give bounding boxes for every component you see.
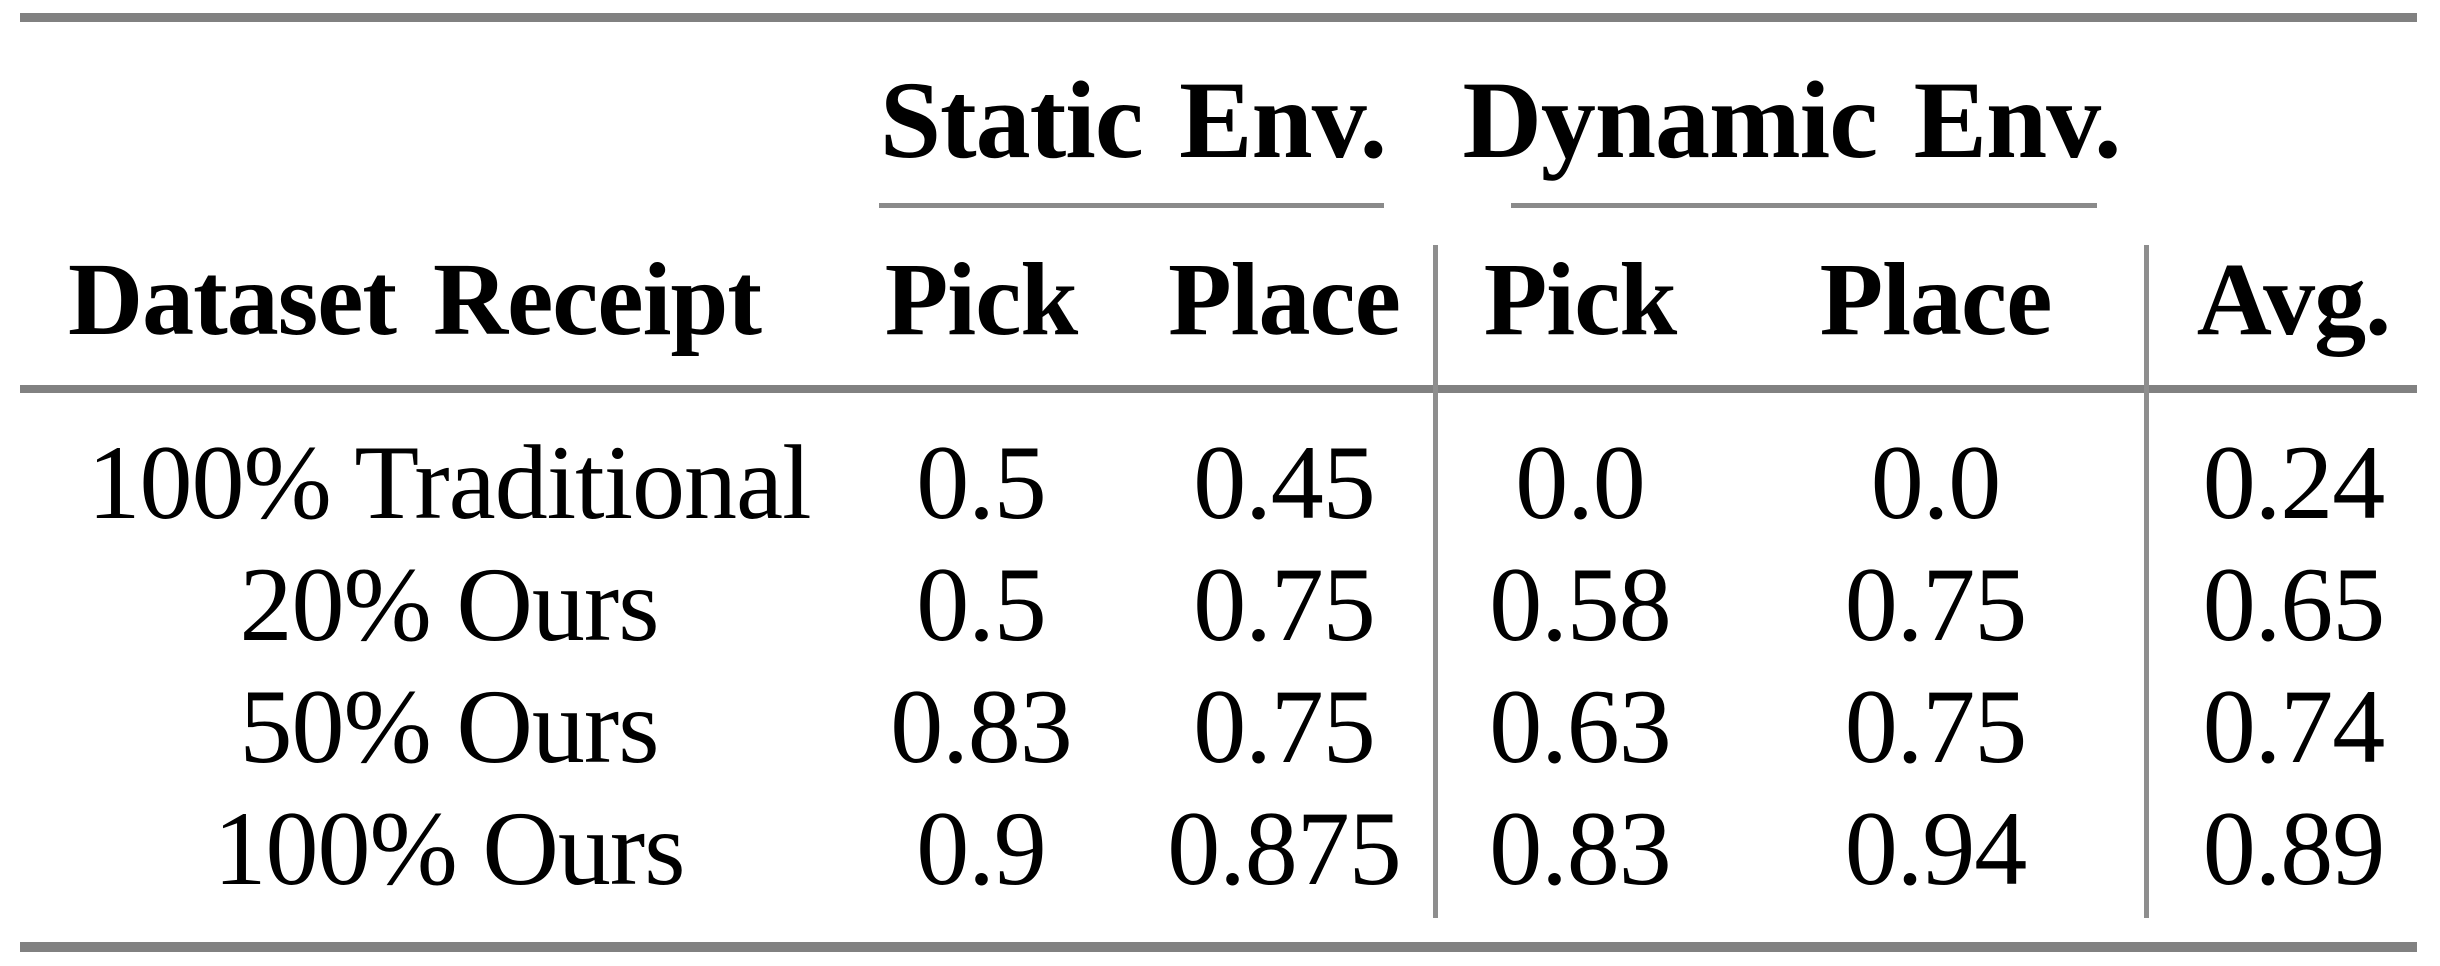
column-header-row: Dataset Receipt Pick Place Pick Place Av…	[20, 215, 2440, 385]
cell-static-pick: 0.83	[890, 668, 1073, 785]
group-header-static-env: Static Env.	[879, 59, 1387, 181]
column-header-static-place: Place	[1168, 242, 1401, 357]
cell-dynamic-pick: 0.63	[1489, 668, 1672, 785]
row-label: 100% Ours	[213, 790, 686, 907]
cell-static-pick: 0.5	[916, 546, 1047, 663]
cell-dynamic-place: 0.75	[1844, 546, 2028, 663]
row-label: 50% Ours	[239, 668, 660, 785]
cell-avg: 0.74	[2202, 668, 2386, 785]
group-header-row: Static Env. Dynamic Env.	[20, 40, 2440, 200]
row-label: 100% Traditional	[87, 424, 811, 541]
cell-avg: 0.65	[2202, 546, 2386, 663]
column-header-avg: Avg.	[2196, 242, 2391, 357]
dynamic-env-cmidrule	[1511, 203, 2097, 208]
cell-dynamic-place: 0.0	[1870, 424, 2002, 541]
row-label: 20% Ours	[239, 546, 660, 663]
cell-dynamic-pick: 0.0	[1515, 424, 1646, 541]
cell-static-place: 0.75	[1193, 668, 1376, 785]
cell-static-place: 0.45	[1193, 424, 1376, 541]
cell-static-pick: 0.9	[916, 790, 1047, 907]
cell-dynamic-pick: 0.58	[1489, 546, 1672, 663]
column-header-dynamic-place: Place	[1819, 242, 2053, 357]
bottom-rule	[20, 942, 2417, 952]
cell-dynamic-place: 0.75	[1844, 668, 2028, 785]
cell-static-pick: 0.5	[916, 424, 1047, 541]
top-rule	[20, 13, 2417, 22]
vertical-separator-static-dynamic	[1433, 245, 1438, 918]
cell-static-place: 0.875	[1167, 790, 1402, 907]
cell-avg: 0.89	[2202, 790, 2386, 907]
cell-dynamic-place: 0.94	[1844, 790, 2028, 907]
static-env-cmidrule	[879, 203, 1384, 208]
table-body: 100% Traditional 0.5 0.45 0.0 0.0 0.24 2…	[20, 422, 2440, 910]
cell-static-place: 0.75	[1193, 546, 1376, 663]
group-header-dynamic-env: Dynamic Env.	[1462, 59, 2121, 181]
column-header-dynamic-pick: Pick	[1483, 242, 1677, 357]
column-header-dataset-receipt: Dataset Receipt	[68, 242, 762, 357]
vertical-separator-dynamic-avg	[2144, 245, 2149, 918]
column-header-static-pick: Pick	[884, 242, 1078, 357]
header-separator-rule	[20, 385, 2417, 393]
cell-dynamic-pick: 0.83	[1489, 790, 1672, 907]
cell-avg: 0.24	[2202, 424, 2386, 541]
